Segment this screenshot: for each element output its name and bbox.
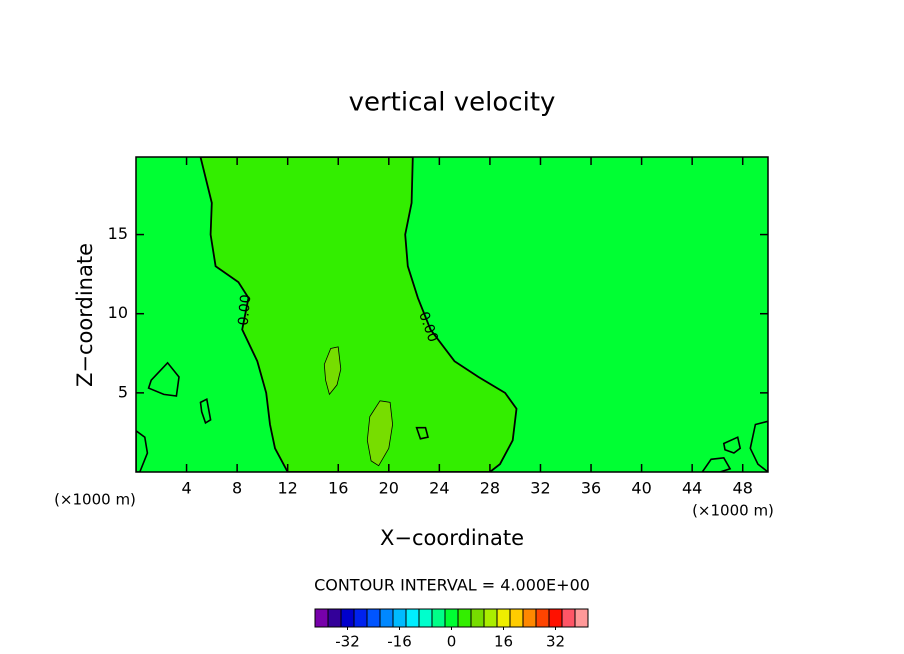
- x-tick-label: 8: [232, 479, 242, 498]
- x-tick-label: 40: [631, 479, 651, 498]
- colorbar-box: [392, 608, 407, 628]
- colorbar-box: [561, 608, 576, 628]
- colorbar-tick-label: -16: [387, 633, 412, 651]
- y-axis-label: Z−coordinate: [73, 243, 97, 387]
- contour-label: 0.00: [236, 294, 255, 326]
- colorbar-tick-label: 0: [447, 633, 457, 651]
- colorbar-box: [366, 608, 381, 628]
- colorbar-box: [418, 608, 433, 628]
- colorbar-box: [509, 608, 524, 628]
- colorbar-box: [522, 608, 537, 628]
- contour-line: [147, 361, 180, 397]
- y-tick-label: 10: [108, 303, 128, 322]
- x-axis-label: X−coordinate: [380, 526, 524, 550]
- colorbar-box: [405, 608, 420, 628]
- x-tick-label: 16: [328, 479, 348, 498]
- axis-unit: (×1000 m): [54, 491, 136, 509]
- colorbar-box: [379, 608, 394, 628]
- y-tick-label: 15: [108, 224, 128, 243]
- x-tick-label: 20: [379, 479, 399, 498]
- colorbar-box: [496, 608, 511, 628]
- plot-frame: [135, 156, 769, 473]
- colorbar-box: [574, 608, 589, 628]
- colorbar-tick-label: -32: [335, 633, 360, 651]
- contour-region: [323, 346, 342, 396]
- y-tick-label: 5: [118, 382, 128, 401]
- contour-line: [722, 436, 742, 454]
- x-tick-label: 48: [733, 479, 753, 498]
- colorbar-box: [340, 608, 355, 628]
- colorbar-box: [314, 608, 329, 628]
- colorbar-box: [353, 608, 368, 628]
- contour-region: [199, 157, 518, 472]
- contours: [136, 157, 768, 472]
- colorbar-box: [470, 608, 485, 628]
- x-tick-label: 12: [278, 479, 298, 498]
- contour-line: [701, 456, 732, 472]
- x-tick-label: 4: [181, 479, 191, 498]
- contour-line: [749, 420, 768, 472]
- colorbar-box: [548, 608, 563, 628]
- contour-line: [415, 426, 429, 440]
- colorbar-box: [483, 608, 498, 628]
- x-tick-label: 36: [581, 479, 601, 498]
- contour-line: [199, 398, 212, 425]
- contour-region: [366, 400, 394, 467]
- chart-title: vertical velocity: [349, 88, 556, 118]
- plot-area: [135, 156, 769, 473]
- colorbar-box: [457, 608, 472, 628]
- colorbar-tick-label: 32: [546, 633, 565, 651]
- colorbar-box: [327, 608, 342, 628]
- axis-unit: (×1000 m): [692, 502, 774, 520]
- x-tick-label: 24: [429, 479, 449, 498]
- contour-line: [136, 429, 149, 472]
- colorbar-box: [535, 608, 550, 628]
- x-tick-label: 32: [530, 479, 550, 498]
- colorbar-box: [431, 608, 446, 628]
- x-tick-label: 44: [682, 479, 702, 498]
- contour-interval: CONTOUR INTERVAL = 4.000E+00: [314, 576, 590, 595]
- colorbar-tick-label: 16: [494, 633, 513, 651]
- colorbar-box: [444, 608, 459, 628]
- x-tick-label: 28: [480, 479, 500, 498]
